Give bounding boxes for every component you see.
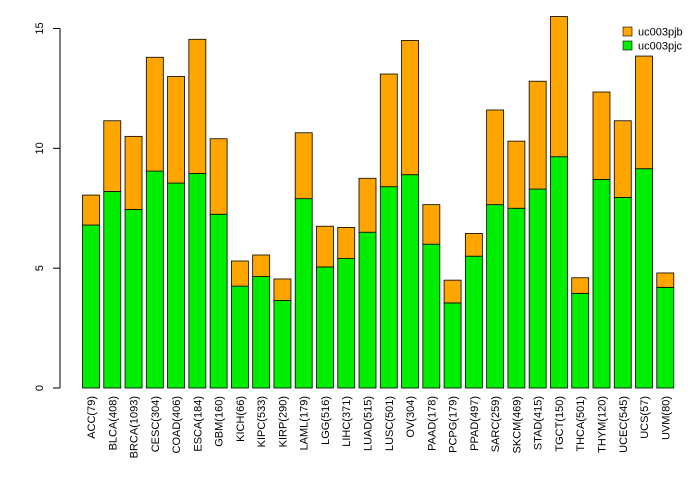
bar-segment-uc003pjc xyxy=(656,286,675,389)
legend-swatch-uc003pjc xyxy=(622,40,633,51)
bar-segment-uc003pjb xyxy=(145,56,164,172)
bar-segment-uc003pjc xyxy=(464,255,483,389)
bar-segment-uc003pjb xyxy=(507,140,526,209)
x-tick-label: GBM(160) xyxy=(214,396,226,447)
bar-segment-uc003pjc xyxy=(422,243,441,389)
bar-segment-uc003pjc xyxy=(571,292,590,389)
y-tick-label: 5 xyxy=(34,265,46,271)
bar-segment-uc003pjb xyxy=(188,38,207,174)
x-tick-label: COAD(406) xyxy=(171,396,183,453)
x-tick-label: UCS(57) xyxy=(639,396,651,439)
legend-swatch-uc003pjb xyxy=(622,26,633,37)
x-tick-label: LIHC(371) xyxy=(341,396,353,447)
bar-segment-uc003pjc xyxy=(592,179,611,389)
bar-segment-uc003pjb xyxy=(401,40,419,176)
x-tick-label: LGG(516) xyxy=(320,396,332,445)
bar-segment-uc003pjc xyxy=(507,207,526,389)
x-tick-label: SKCM(469) xyxy=(511,396,523,453)
x-tick-label: STAD(415) xyxy=(533,396,545,450)
x-tick-label: KIPC(533) xyxy=(256,396,268,447)
x-tick-label: TGCT(150) xyxy=(554,396,566,452)
x-tick-label: OV(304) xyxy=(405,396,417,438)
bar-segment-uc003pjb xyxy=(209,138,228,215)
bar-segment-uc003pjb xyxy=(571,277,590,294)
bar-segment-uc003pjb xyxy=(528,80,547,190)
bar-segment-uc003pjb xyxy=(422,204,441,245)
bar-segment-uc003pjb xyxy=(337,227,356,259)
bar-segment-uc003pjc xyxy=(401,174,419,389)
bar-segment-uc003pjc xyxy=(550,156,568,389)
x-tick-label: PCPG(179) xyxy=(448,396,460,453)
bar-segment-uc003pjb xyxy=(464,233,483,257)
bar-segment-uc003pjb xyxy=(635,55,653,170)
bar-segment-uc003pjc xyxy=(613,197,632,389)
x-tick-label: ACC(79) xyxy=(86,396,98,439)
bar-segment-uc003pjc xyxy=(528,188,547,389)
bar-segment-uc003pjb xyxy=(379,73,398,188)
x-tick-label: BRCA(1093) xyxy=(129,396,141,458)
bar-segment-uc003pjb xyxy=(656,272,675,288)
bar-segment-uc003pjc xyxy=(273,300,292,389)
x-tick-label: LUAD(515) xyxy=(363,396,375,451)
x-tick-label: LUSC(501) xyxy=(384,396,396,451)
legend-label: uc003pjb xyxy=(638,27,683,39)
bar-segment-uc003pjc xyxy=(294,198,313,389)
bar-segment-uc003pjc xyxy=(358,231,377,389)
x-tick-label: CESC(304) xyxy=(150,396,162,452)
x-tick-label: THYM(120) xyxy=(596,396,608,453)
bar-segment-uc003pjc xyxy=(124,209,143,389)
y-tick-label: 10 xyxy=(34,142,46,154)
bar-segment-uc003pjb xyxy=(613,120,632,198)
bar-segment-uc003pjb xyxy=(294,132,313,200)
bar-segment-uc003pjc xyxy=(209,213,228,389)
bar-segment-uc003pjc xyxy=(443,302,462,389)
bar-segment-uc003pjb xyxy=(316,225,334,268)
bar-segment-uc003pjc xyxy=(145,170,164,389)
x-tick-label: BLCA(408) xyxy=(107,396,119,450)
bar-segment-uc003pjb xyxy=(82,194,100,226)
bar-segment-uc003pjb xyxy=(273,278,292,301)
bar-segment-uc003pjb xyxy=(230,260,249,287)
bar-segment-uc003pjc xyxy=(82,224,100,389)
x-tick-label: ESCA(184) xyxy=(192,396,204,452)
bar-segment-uc003pjc xyxy=(337,258,356,389)
x-tick-label: UVM(80) xyxy=(660,396,672,440)
bar-segment-uc003pjb xyxy=(252,254,271,277)
bar-segment-uc003pjb xyxy=(103,120,122,192)
bar-segment-uc003pjc xyxy=(316,266,334,389)
x-tick-label: KICH(66) xyxy=(235,396,247,442)
x-tick-label: LAML(179) xyxy=(299,396,311,450)
legend: uc003pjb uc003pjc xyxy=(622,26,683,53)
bar-segment-uc003pjb xyxy=(486,109,505,206)
x-tick-label: UCEC(545) xyxy=(618,396,630,453)
bar-segment-uc003pjb xyxy=(167,76,185,184)
x-tick-label: SARC(259) xyxy=(490,396,502,452)
bar-segment-uc003pjc xyxy=(230,285,249,389)
bar-segment-uc003pjb xyxy=(592,91,611,180)
bar-segment-uc003pjc xyxy=(379,186,398,389)
bar-segment-uc003pjc xyxy=(486,204,505,389)
bar-segment-uc003pjb xyxy=(443,279,462,304)
y-tick-label: 0 xyxy=(34,385,46,391)
bar-segment-uc003pjc xyxy=(252,276,271,389)
bar-segment-uc003pjc xyxy=(167,182,185,389)
x-tick-label: KIRP(290) xyxy=(277,396,289,447)
x-axis-labels: ACC(79) BLCA(408) BRCA(1093) CESC(304) COAD(… xyxy=(86,396,672,458)
y-axis: 0 5 10 15 xyxy=(34,22,61,391)
bars xyxy=(82,16,675,389)
bar-segment-uc003pjc xyxy=(635,168,653,389)
x-tick-label: THCA(501) xyxy=(575,396,587,452)
legend-label: uc003pjc xyxy=(638,41,683,53)
x-tick-label: PAAD(178) xyxy=(426,396,438,451)
bar-segment-uc003pjb xyxy=(550,16,568,158)
y-tick-label: 15 xyxy=(34,22,46,34)
bar-segment-uc003pjc xyxy=(188,173,207,389)
bar-segment-uc003pjb xyxy=(124,135,143,210)
x-tick-label: PPAD(497) xyxy=(469,396,481,451)
bar-segment-uc003pjb xyxy=(358,177,377,233)
bar-segment-uc003pjc xyxy=(103,191,122,389)
